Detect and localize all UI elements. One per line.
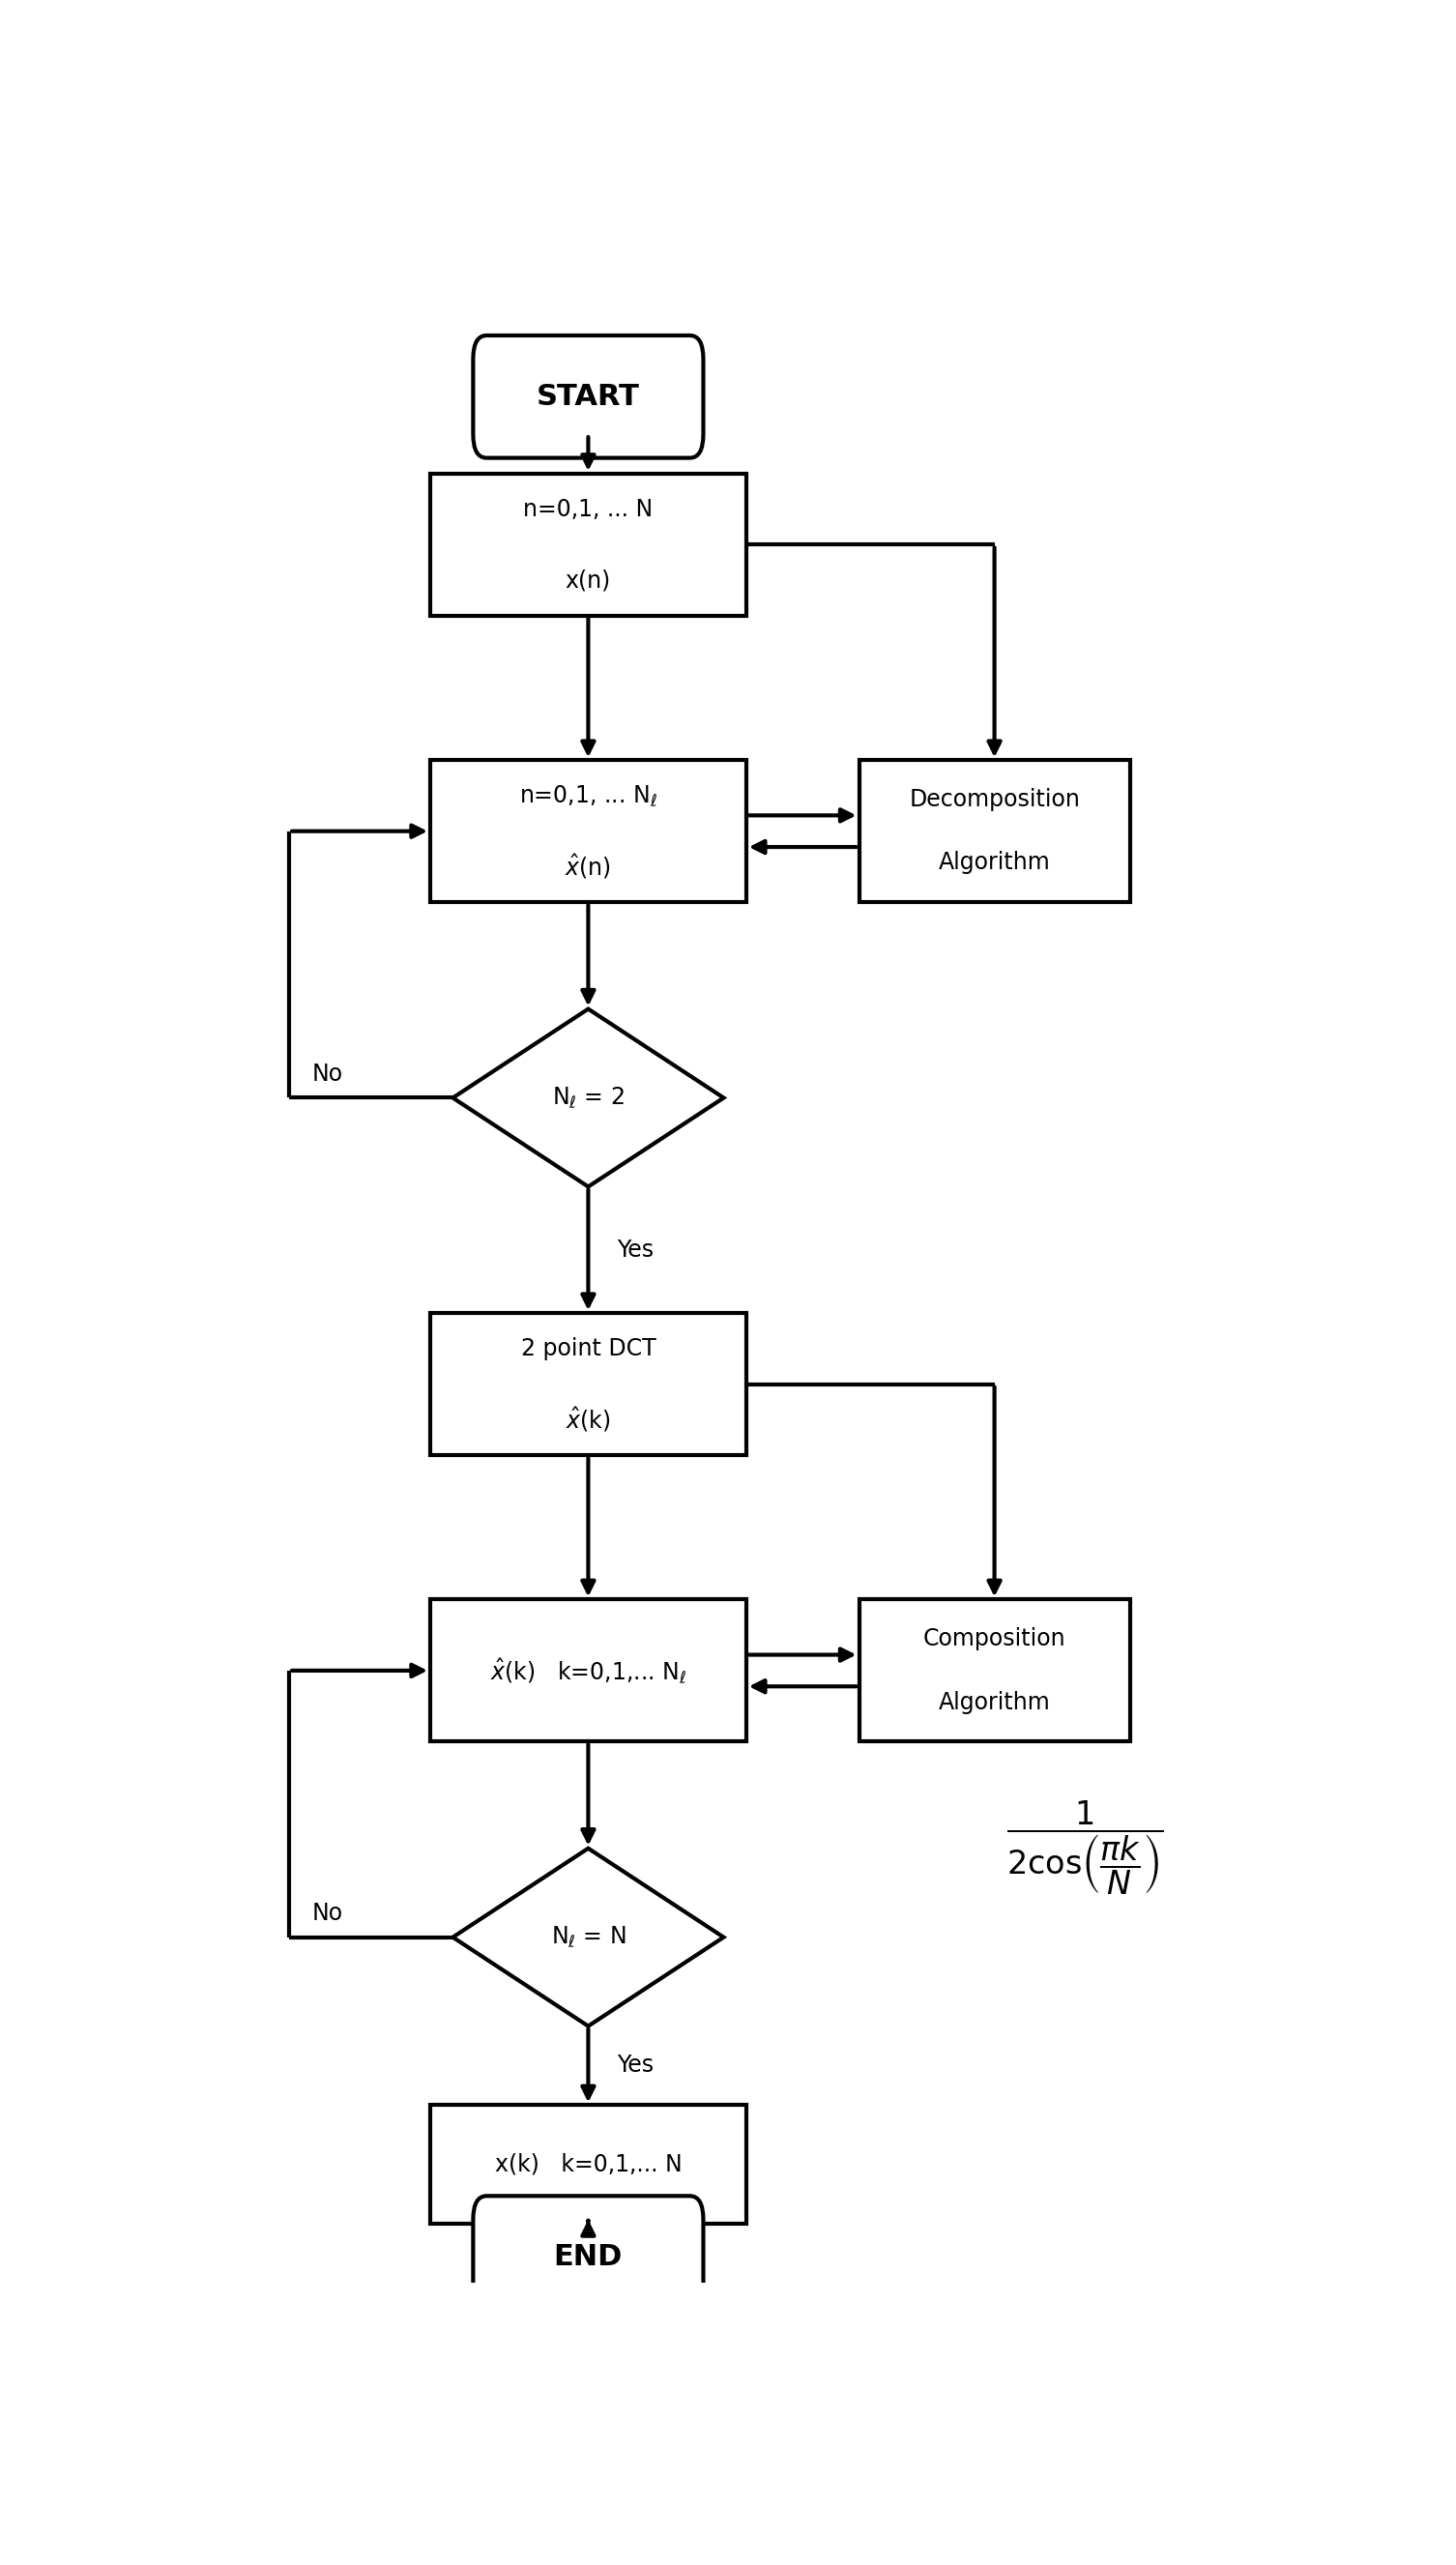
Text: Yes: Yes xyxy=(616,2055,654,2078)
Text: $\dfrac{1}{2\cos\!\left(\dfrac{\pi k}{N}\right)}$: $\dfrac{1}{2\cos\!\left(\dfrac{\pi k}{N}… xyxy=(1006,1798,1163,1898)
Text: N$_{\ell}$ = 2: N$_{\ell}$ = 2 xyxy=(552,1085,625,1111)
Text: No: No xyxy=(312,1901,342,1926)
Text: $\hat{x}$(k)   k=0,1,... N$_{\ell}$: $\hat{x}$(k) k=0,1,... N$_{\ell}$ xyxy=(489,1657,687,1685)
Text: x(n): x(n) xyxy=(565,569,612,593)
Text: n=0,1, ... N: n=0,1, ... N xyxy=(523,498,654,521)
Text: Yes: Yes xyxy=(616,1239,654,1262)
Bar xyxy=(859,759,1130,903)
Bar xyxy=(859,1601,1130,1742)
Text: Algorithm: Algorithm xyxy=(939,1690,1050,1713)
Text: N$_{\ell}$ = N: N$_{\ell}$ = N xyxy=(550,1924,626,1949)
Text: n=0,1, ... N$_{\ell}$: n=0,1, ... N$_{\ell}$ xyxy=(518,782,658,808)
Text: Algorithm: Algorithm xyxy=(939,852,1050,875)
Bar xyxy=(431,759,745,903)
Text: $\hat{x}$(k): $\hat{x}$(k) xyxy=(566,1406,610,1434)
Bar xyxy=(431,475,745,616)
Text: END: END xyxy=(553,2244,623,2270)
Text: $\hat{x}$(n): $\hat{x}$(n) xyxy=(565,852,612,880)
Text: Decomposition: Decomposition xyxy=(909,787,1080,811)
FancyBboxPatch shape xyxy=(473,336,703,459)
Bar xyxy=(431,2106,745,2224)
Text: x(k)   k=0,1,... N: x(k) k=0,1,... N xyxy=(495,2152,681,2175)
Text: Composition: Composition xyxy=(923,1626,1066,1652)
Polygon shape xyxy=(453,1008,724,1188)
FancyBboxPatch shape xyxy=(473,2196,703,2319)
Text: START: START xyxy=(537,382,639,410)
Bar xyxy=(431,1601,745,1742)
Polygon shape xyxy=(453,1849,724,2026)
Text: No: No xyxy=(312,1062,342,1085)
Bar xyxy=(431,1313,745,1454)
Text: 2 point DCT: 2 point DCT xyxy=(521,1336,655,1359)
